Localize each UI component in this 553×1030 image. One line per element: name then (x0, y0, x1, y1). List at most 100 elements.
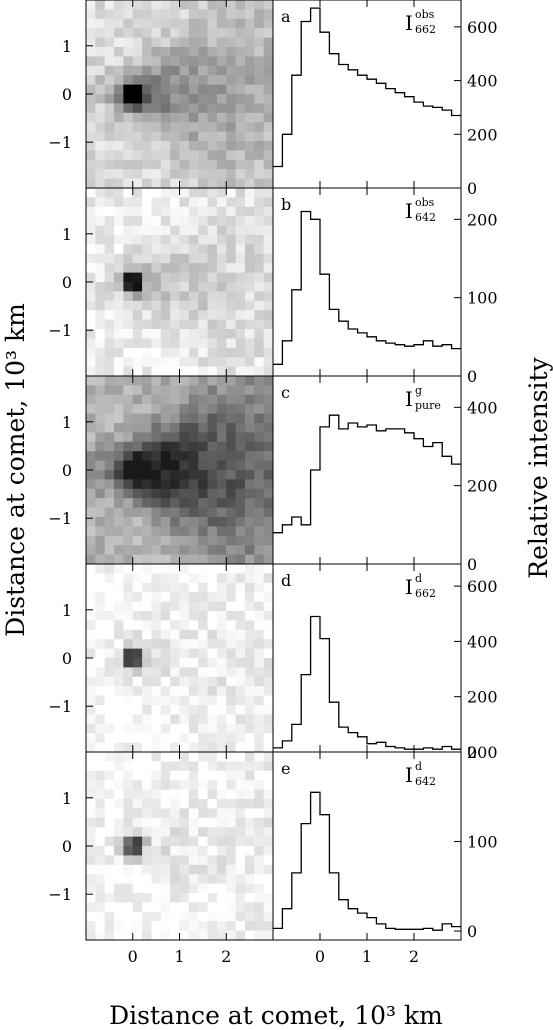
heatmap-cell (142, 554, 152, 565)
heatmap-cell (198, 517, 208, 527)
heatmap-cell (95, 0, 106, 10)
heatmap-cell (151, 65, 162, 76)
heatmap-cell (170, 686, 180, 696)
heatmap-cell (86, 150, 96, 161)
heatmap-cell (244, 930, 255, 941)
heatmap-cell (263, 366, 274, 377)
heatmap-cell (151, 921, 162, 931)
heatmap-cell (170, 112, 180, 123)
heatmap-cell (86, 169, 96, 179)
heatmap-cell (179, 178, 190, 189)
heatmap-cell (86, 413, 96, 424)
heatmap-cell (235, 197, 246, 208)
heatmap-cell (198, 874, 208, 884)
heatmap-cell (114, 394, 124, 405)
heatmap-cell (170, 329, 180, 339)
heatmap-cell (244, 470, 255, 480)
heatmap-cell (226, 517, 236, 527)
heatmap-cell (104, 592, 115, 602)
heatmap-cell (198, 103, 208, 114)
heatmap-cell (142, 761, 152, 772)
heatmap-cell (216, 592, 227, 602)
heatmap-cell (188, 84, 199, 95)
heatmap-cell (188, 573, 199, 584)
heatmap-cell (95, 488, 106, 499)
heatmap-cell (244, 94, 255, 104)
heatmap-cell (95, 761, 106, 772)
heatmap-cell (142, 488, 152, 499)
heatmap-cell (170, 667, 180, 678)
heatmap-cell (244, 817, 255, 828)
heatmap-cell (198, 47, 208, 57)
heatmap-cell (244, 526, 255, 537)
heatmap-cell (95, 723, 106, 734)
heatmap-cell (104, 282, 115, 292)
heatmap-cell (123, 780, 134, 790)
heatmap-cell (179, 225, 190, 236)
heatmap-cell (235, 159, 246, 170)
heatmap-cell (198, 178, 208, 189)
heatmap-cell (104, 902, 115, 913)
heatmap-cell (207, 864, 218, 875)
heatmap-cell (244, 376, 255, 386)
heatmap-cell (244, 103, 255, 114)
panel-title-sup: obs (415, 8, 435, 21)
heatmap-cell (142, 629, 152, 640)
heatmap-cell (151, 526, 162, 537)
panel-title-sub: 662 (415, 23, 436, 36)
panel-label: e (281, 759, 290, 778)
heatmap-cell (226, 37, 236, 48)
heatmap-cell (95, 253, 106, 264)
heatmap-cell (104, 65, 115, 76)
heatmap-cell (235, 714, 246, 725)
heatmap-cell (216, 789, 227, 800)
heatmap-cell (86, 911, 96, 922)
heatmap-cell (207, 601, 218, 612)
heatmap-cell (207, 817, 218, 828)
heatmap-cell (263, 141, 274, 151)
heatmap-cell (254, 432, 265, 443)
heatmap-cell (170, 291, 180, 302)
heatmap-cell (198, 460, 208, 471)
heatmap-cell (114, 47, 124, 57)
heatmap-cell (244, 9, 255, 20)
heatmap-cell (188, 366, 199, 377)
heatmap-cell (114, 263, 124, 273)
heatmap-cell (216, 507, 227, 518)
heatmap-cell (151, 329, 162, 339)
heatmap-cell (114, 37, 124, 48)
heatmap-cell (160, 930, 171, 941)
heatmap-cell (235, 789, 246, 800)
heatmap-cell (104, 507, 115, 518)
heatmap-cell (198, 676, 208, 687)
heatmap-cell (170, 47, 180, 57)
heatmap-cell (170, 103, 180, 114)
heatmap-cell (198, 808, 208, 819)
heatmap-cell (170, 723, 180, 734)
heatmap-cell (207, 545, 218, 555)
heatmap-cell (142, 94, 152, 104)
heatmap-cell (235, 282, 246, 292)
heatmap-cell (114, 460, 124, 471)
heatmap-cell (216, 620, 227, 631)
heatmap-cell (207, 723, 218, 734)
heatmap-cell (254, 357, 265, 367)
heatmap-cell (86, 197, 96, 208)
heatmap-cell (216, 695, 227, 706)
heatmap-cell (179, 347, 190, 358)
heatmap-cell (151, 28, 162, 38)
heatmap-cell (132, 244, 143, 255)
heatmap-cell (95, 28, 106, 38)
heatmap-cell (160, 206, 171, 217)
heatmap-cell (142, 338, 152, 349)
heatmap-cell (198, 799, 208, 809)
heatmap-cell (254, 197, 265, 208)
heatmap-cell (104, 601, 115, 612)
heatmap-cell (179, 300, 190, 311)
heatmap-cell (244, 84, 255, 95)
heatmap-cell (123, 122, 134, 132)
heatmap-cell (142, 460, 152, 471)
heatmap-cell (198, 169, 208, 179)
heatmap-cell (151, 564, 162, 574)
heatmap-cell (123, 451, 134, 461)
